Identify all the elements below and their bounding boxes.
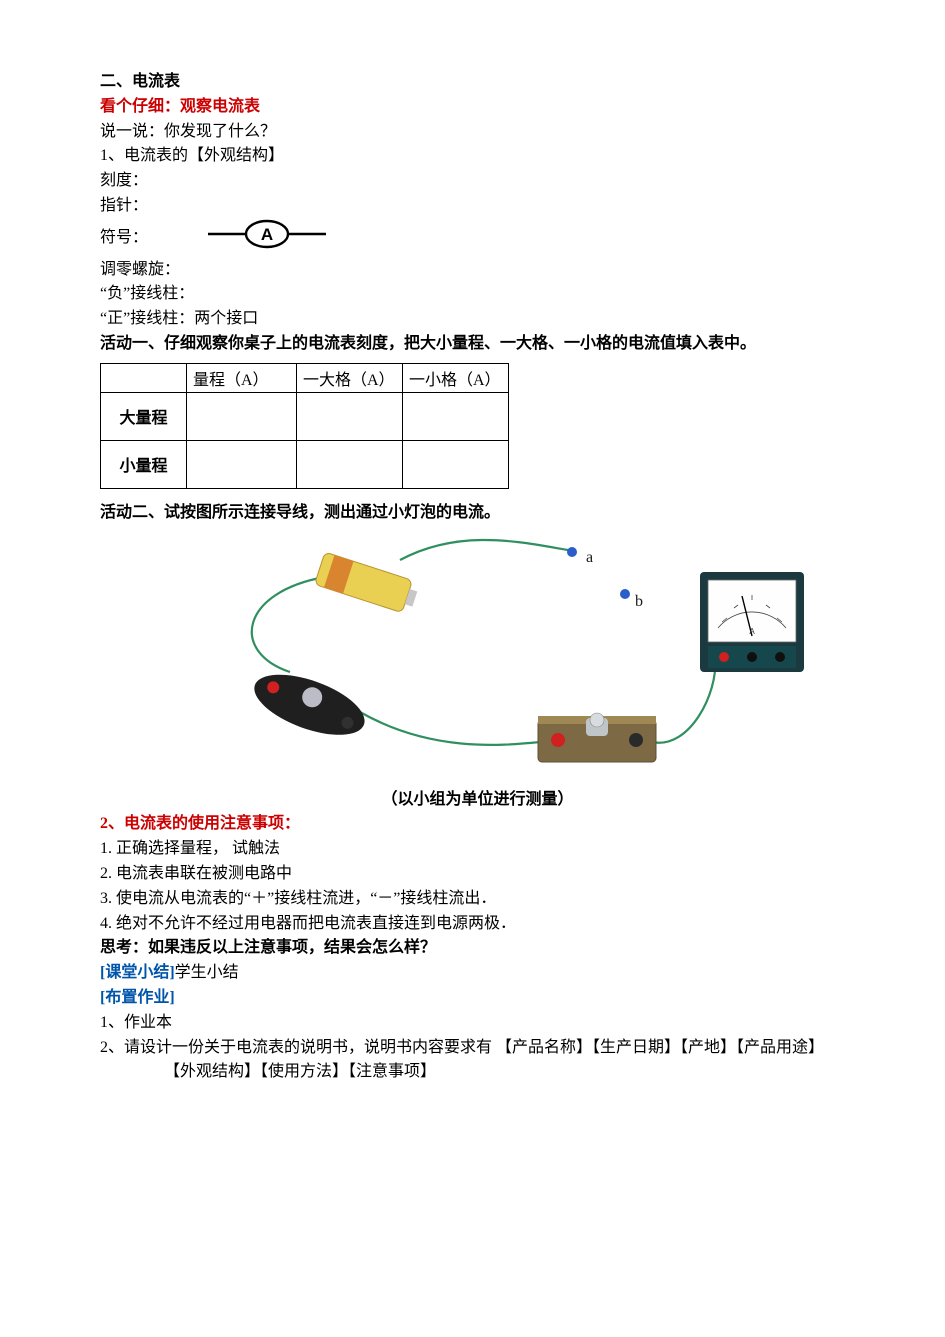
table-row: 大量程 (101, 392, 509, 440)
table-header-row: 量程（A） 一大格（A） 一小格（A） (101, 363, 509, 392)
summary-rest: 学生小结 (175, 964, 239, 981)
td-r1c3 (403, 440, 509, 488)
th-3: 一小格（A） (403, 363, 509, 392)
usage-1: 1. 正确选择量程， 试触法 (100, 837, 855, 862)
activity1: 活动一、仔细观察你桌子上的电流表刻度，把大小量程、一大格、一小格的电流值填入表中… (100, 332, 855, 357)
hw-3: 【外观结构】【使用方法】【注意事项】 (100, 1060, 855, 1085)
svg-text:b: b (635, 593, 643, 610)
label-symbol: 符号： (100, 226, 148, 251)
usage-3: 3. 使电流从电流表的“＋”接线柱流进，“－”接线柱流出． (100, 887, 855, 912)
usage-4: 4. 绝对不允许不经过用电器而把电流表直接连到电源两极． (100, 912, 855, 937)
th-2: 一大格（A） (297, 363, 403, 392)
summary-heading: [课堂小结] (100, 964, 175, 981)
hw-1: 1、作业本 (100, 1011, 855, 1036)
hw-2: 2、请设计一份关于电流表的说明书，说明书内容要求有 【产品名称】【生产日期】【产… (100, 1036, 855, 1061)
range-table: 量程（A） 一大格（A） 一小格（A） 大量程 小量程 (100, 363, 509, 489)
td-r0c1 (187, 392, 297, 440)
ammeter-symbol-icon: A (208, 219, 326, 258)
circuit-diagram: A a b (100, 532, 860, 792)
label-needle: 指针： (100, 194, 855, 219)
ammeter-symbol-letter: A (261, 225, 273, 244)
td-r1c2 (297, 440, 403, 488)
usage-2: 2. 电流表串联在被测电路中 (100, 862, 855, 887)
td-r1c1 (187, 440, 297, 488)
label-pos: “正”接线柱：两个接口 (100, 307, 855, 332)
svg-text:a: a (586, 549, 593, 566)
svg-text:A: A (749, 627, 755, 636)
talk-line: 说一说：你发现了什么？ (100, 120, 855, 145)
struct-intro: 1、电流表的【外观结构】 (100, 144, 855, 169)
table-row: 小量程 (101, 440, 509, 488)
td-r0c2 (297, 392, 403, 440)
td-r0c0: 大量程 (101, 392, 187, 440)
summary-line: [课堂小结]学生小结 (100, 961, 855, 986)
label-neg: “负”接线柱： (100, 282, 855, 307)
observe-heading: 看个仔细：观察电流表 (100, 95, 855, 120)
think-line: 思考：如果违反以上注意事项，结果会怎么样？ (100, 936, 855, 961)
label-symbol-row: 符号： A (100, 219, 855, 258)
label-scale: 刻度： (100, 169, 855, 194)
homework-heading: [布置作业] (100, 986, 855, 1011)
usage-heading: 2、电流表的使用注意事项： (100, 812, 855, 837)
section-title: 二、电流表 (100, 70, 855, 95)
th-1: 量程（A） (187, 363, 297, 392)
td-r1c0: 小量程 (101, 440, 187, 488)
label-zero: 调零螺旋： (100, 258, 855, 283)
activity2: 活动二、试按图所示连接导线，测出通过小灯泡的电流。 (100, 501, 855, 526)
td-r0c3 (403, 392, 509, 440)
th-0 (101, 363, 187, 392)
